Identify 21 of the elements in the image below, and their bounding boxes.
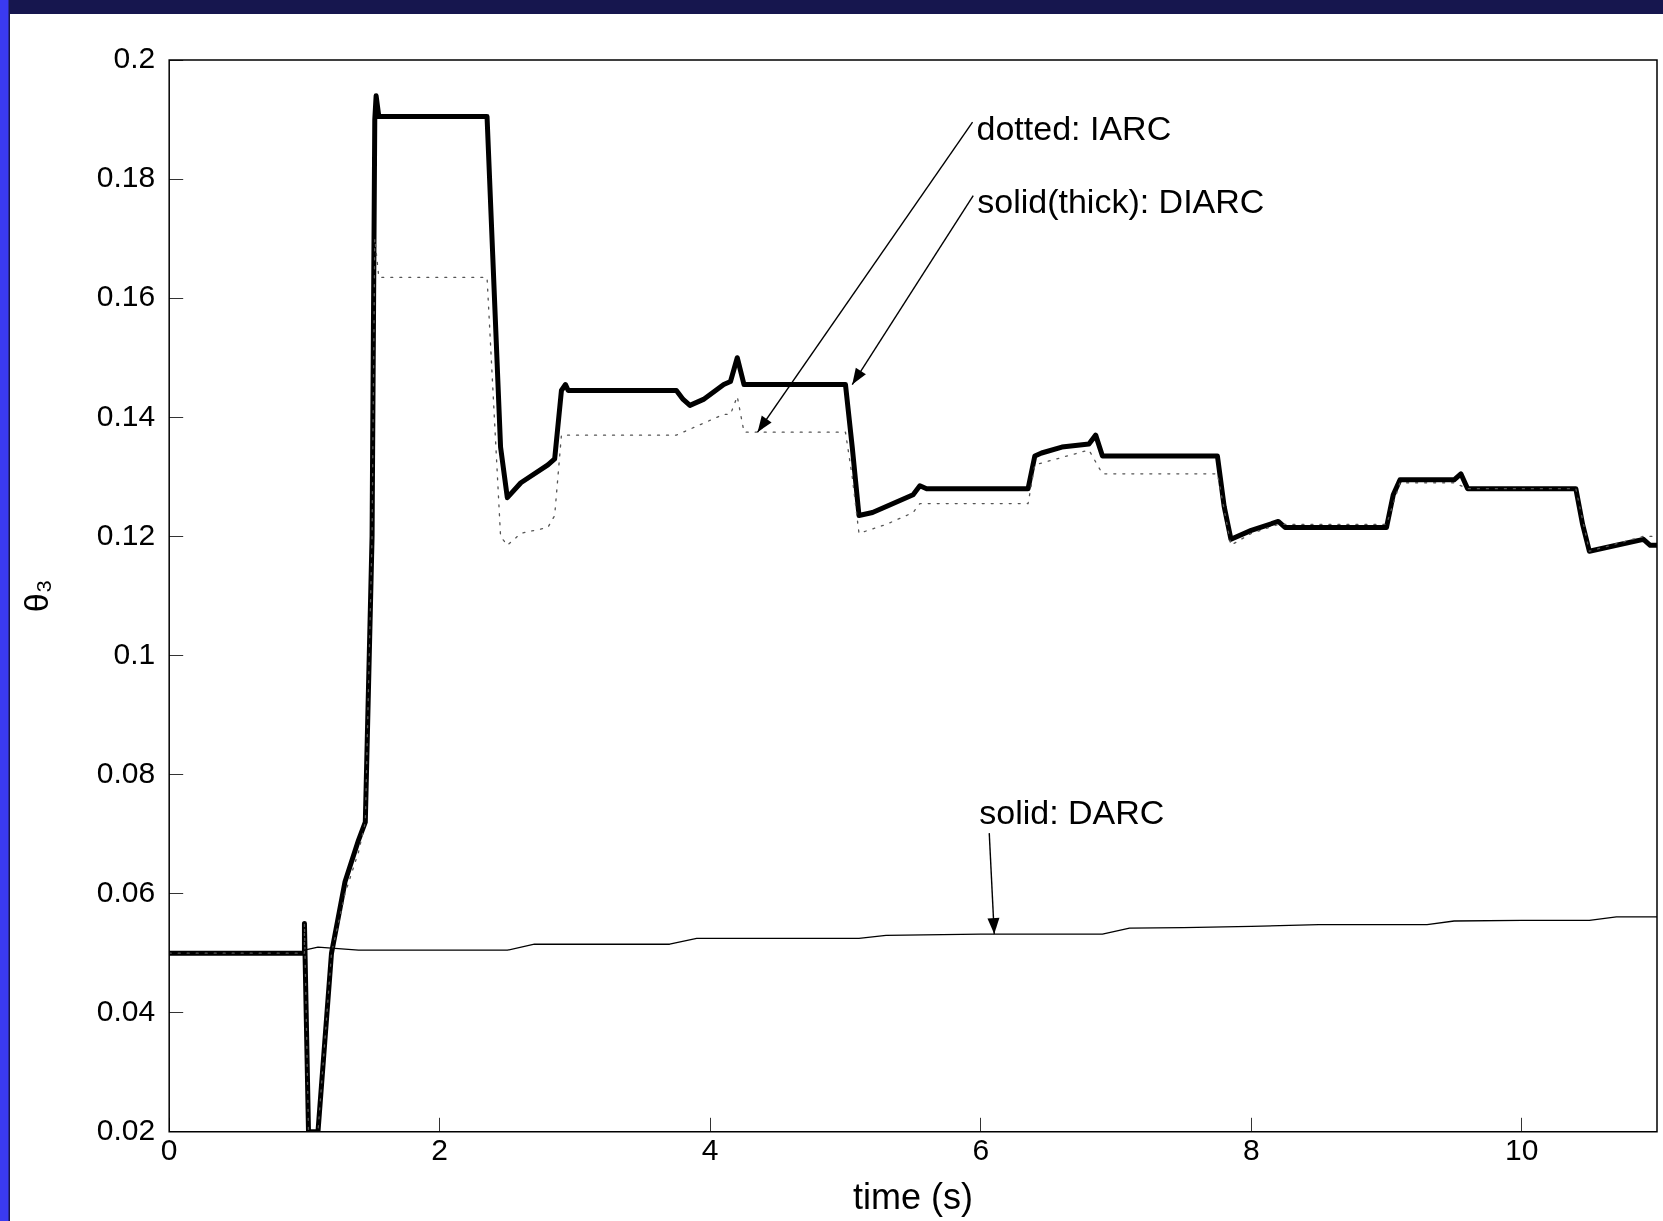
x-tick-label: 6 [972, 1133, 990, 1167]
y-tick-label: 0.02 [96, 1113, 156, 1147]
y-tick-label: 0.12 [96, 517, 156, 551]
y-tick-label: 0.08 [96, 755, 156, 789]
y-tick-label: 0.06 [96, 874, 156, 908]
x-tick-label: 0 [160, 1133, 178, 1167]
annotation: solid(thick): DIARC [977, 181, 1265, 220]
y-axis-title: θ₃ [16, 579, 55, 613]
x-tick-label: 10 [1505, 1133, 1539, 1167]
y-tick-label: 0.2 [113, 41, 156, 75]
annotation: solid: DARC [979, 793, 1165, 832]
x-tick-label: 4 [701, 1133, 719, 1167]
y-tick-label: 0.18 [96, 160, 156, 194]
x-axis-title: time (s) [853, 1176, 974, 1218]
y-tick-label: 0.04 [96, 993, 156, 1027]
y-tick-label: 0.16 [96, 279, 156, 313]
x-tick-label: 8 [1242, 1133, 1260, 1167]
x-tick-label: 2 [431, 1133, 449, 1167]
annotation: dotted: IARC [976, 108, 1172, 147]
y-tick-label: 0.1 [113, 636, 156, 670]
y-tick-label: 0.14 [96, 398, 156, 432]
